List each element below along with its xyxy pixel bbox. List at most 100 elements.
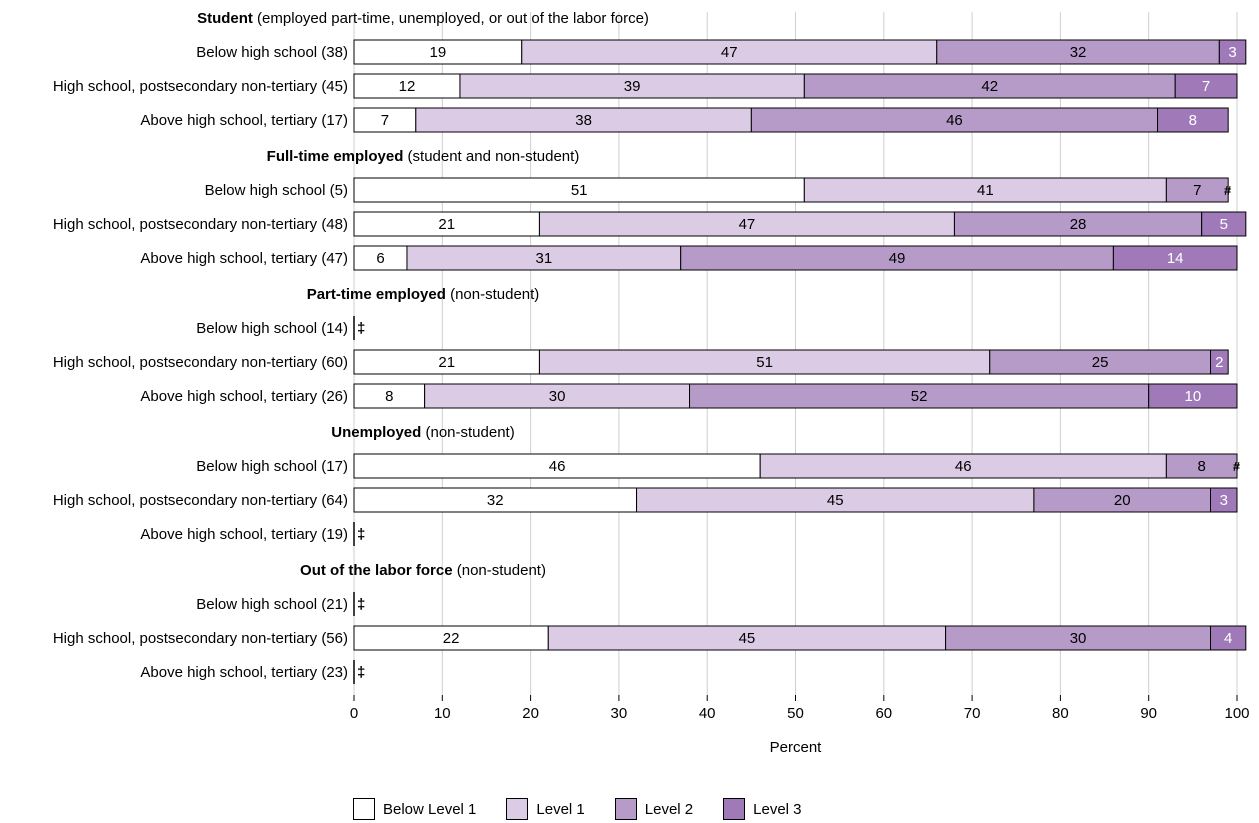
legend-swatch-level-3 (723, 798, 746, 820)
bar-segment-level-3 (1174, 73, 1238, 99)
bar-segment-level-3 (1218, 39, 1247, 65)
bar-segment-below-level-1 (353, 245, 408, 271)
row-label: Below high school (21) (196, 596, 348, 613)
bar-segment-level-2 (803, 73, 1176, 99)
group-title-bold: Student (197, 10, 253, 27)
x-tick-label: 10 (434, 705, 451, 722)
bar-segment-level-2 (750, 107, 1159, 133)
bar-segment-level-1 (538, 211, 955, 237)
bar-segment-below-level-1 (353, 383, 426, 409)
legend-item-level-2: Level 2 (614, 798, 693, 820)
group-title-unemployed: Unemployed (non-student) (331, 424, 514, 441)
data-label-level-1: 39 (624, 78, 641, 95)
row-label: High school, postsecondary non-tertiary … (53, 492, 348, 509)
row-label: Above high school, tertiary (47) (140, 250, 348, 267)
data-label-below-level-1: 12 (399, 78, 416, 95)
reporting-standards-note: ‡ (357, 526, 365, 543)
row-label: Above high school, tertiary (19) (140, 526, 348, 543)
bar-segment-level-2 (1033, 487, 1212, 513)
stacked-bar-chart: Student (employed part-time, unemployed,… (53, 10, 1250, 756)
bar-segment-level-1 (521, 39, 938, 65)
group-title-rest: (student and non-student) (403, 148, 579, 165)
data-label-level-3: 4 (1224, 630, 1232, 647)
data-label-level-1: 45 (827, 492, 844, 509)
data-label-level-3: 2 (1215, 354, 1223, 371)
bar-segment-level-3 (1210, 625, 1247, 651)
data-label-level-3: 14 (1167, 250, 1184, 267)
data-label-below-level-1: 32 (487, 492, 504, 509)
x-tick-label: 40 (699, 705, 716, 722)
data-label-below-level-1: 51 (571, 182, 588, 199)
group-title-bold: Part-time employed (307, 286, 446, 303)
x-tick-label: 90 (1140, 705, 1157, 722)
bar-segment-level-2 (953, 211, 1203, 237)
bar-segment-level-1 (424, 383, 691, 409)
bar-segment-level-3 (1210, 487, 1238, 513)
group-title-rest: (non-student) (421, 424, 514, 441)
bar-segment-below-level-1 (353, 73, 461, 99)
data-label-level-2: 8 (1198, 458, 1206, 475)
bar-segment-level-1 (636, 487, 1035, 513)
data-label-level-2: 42 (981, 78, 998, 95)
bar-segment-level-3 (1148, 383, 1238, 409)
bar-segment-below-level-1 (353, 39, 523, 65)
row-label: Below high school (14) (196, 320, 348, 337)
group-title-rest: (non-student) (446, 286, 539, 303)
group-title-bold: Full-time employed (267, 148, 404, 165)
row-label: High school, postsecondary non-tertiary … (53, 78, 348, 95)
legend-item-level-1: Level 1 (506, 798, 585, 820)
x-axis-title: Percent (770, 739, 823, 756)
rounds-to-zero-note: # (1233, 459, 1241, 474)
data-label-level-1: 30 (549, 388, 566, 405)
data-label-below-level-1: 19 (430, 44, 447, 61)
x-tick-label: 30 (611, 705, 628, 722)
x-tick-label: 60 (875, 705, 892, 722)
reporting-standards-note: ‡ (357, 664, 365, 681)
data-label-below-level-1: 21 (438, 354, 455, 371)
legend-swatch-below-level-1 (353, 798, 375, 820)
row-label: Below high school (38) (196, 44, 348, 61)
group-title-rest: (non-student) (453, 562, 546, 579)
data-label-level-2: 52 (911, 388, 928, 405)
data-label-level-2: 7 (1193, 182, 1201, 199)
data-label-level-1: 47 (739, 216, 756, 233)
bar-segment-level-1 (803, 177, 1167, 203)
row-label: Below high school (5) (205, 182, 348, 199)
row-label: High school, postsecondary non-tertiary … (53, 354, 348, 371)
group-title-part-time-employed: Part-time employed (non-student) (307, 286, 540, 303)
bar-segment-below-level-1 (353, 625, 549, 651)
data-label-level-2: 49 (889, 250, 906, 267)
bar-segment-level-2 (989, 349, 1212, 375)
bar-segment-level-1 (759, 453, 1167, 479)
data-label-level-2: 30 (1070, 630, 1087, 647)
data-label-level-1: 46 (955, 458, 972, 475)
data-label-level-3: 8 (1189, 112, 1197, 129)
bar-segment-below-level-1 (353, 349, 540, 375)
row-label: High school, postsecondary non-tertiary … (53, 216, 348, 233)
row-label: High school, postsecondary non-tertiary … (53, 630, 348, 647)
data-label-level-2: 28 (1070, 216, 1087, 233)
row-label: Below high school (17) (196, 458, 348, 475)
data-label-level-3: 5 (1220, 216, 1228, 233)
data-label-level-1: 51 (756, 354, 773, 371)
data-label-level-2: 25 (1092, 354, 1109, 371)
data-label-below-level-1: 6 (376, 250, 384, 267)
bar-segment-level-1 (547, 625, 947, 651)
group-title-bold: Out of the labor force (300, 562, 453, 579)
bar-segment-below-level-1 (353, 177, 805, 203)
row-label: Above high school, tertiary (17) (140, 112, 348, 129)
x-tick-label: 80 (1052, 705, 1069, 722)
bar-segment-level-2 (1165, 453, 1238, 479)
bar-segment-level-2 (689, 383, 1150, 409)
data-label-below-level-1: 22 (443, 630, 460, 647)
reporting-standards-note: ‡ (357, 320, 365, 337)
bar-segment-level-3 (1201, 211, 1247, 237)
data-label-below-level-1: 46 (549, 458, 566, 475)
data-label-level-1: 47 (721, 44, 738, 61)
data-label-below-level-1: 8 (385, 388, 393, 405)
x-tick-label: 20 (522, 705, 539, 722)
data-label-level-1: 41 (977, 182, 994, 199)
bar-segment-level-1 (415, 107, 752, 133)
legend-label-below-level-1: Below Level 1 (383, 800, 477, 818)
group-title-bold: Unemployed (331, 424, 421, 441)
